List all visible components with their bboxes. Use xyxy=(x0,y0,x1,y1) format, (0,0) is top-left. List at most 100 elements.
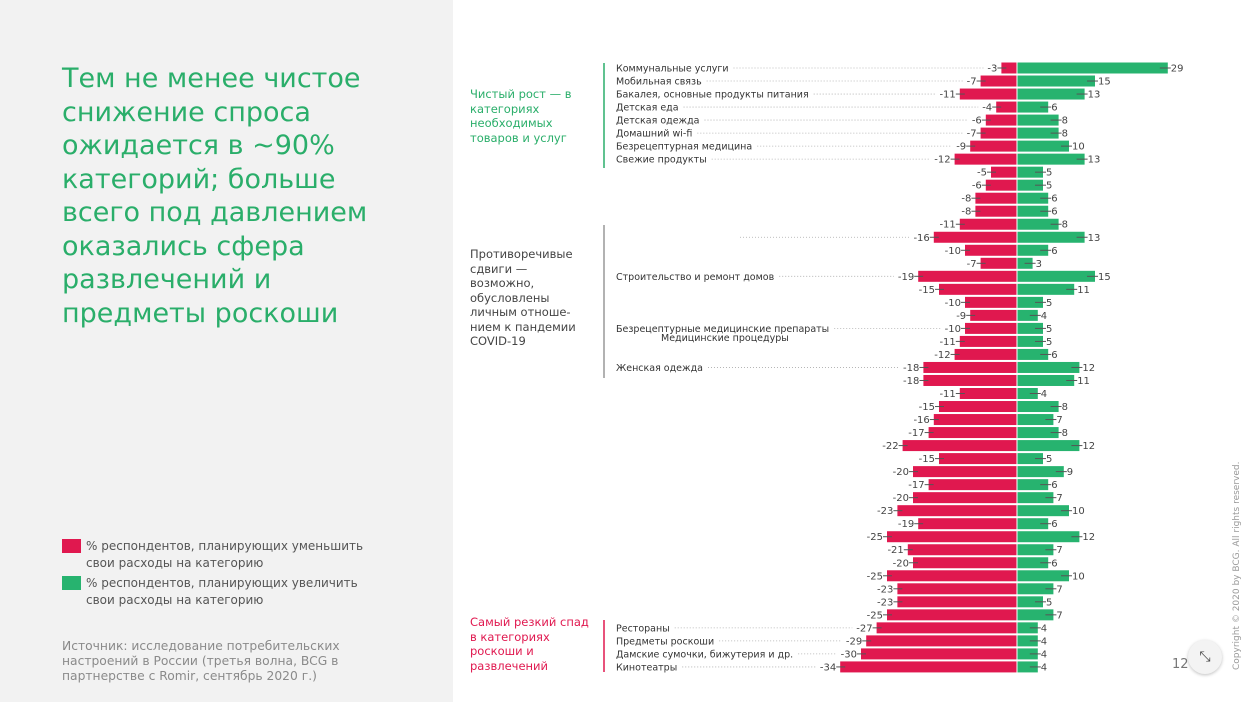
legend-item-increase: % респондентов, планирующих увеличить св… xyxy=(62,575,386,609)
data-label-increase: 4 xyxy=(1041,662,1047,673)
data-label-increase: 5 xyxy=(1046,597,1052,608)
category-label: Безрецептурная медицина xyxy=(616,142,752,153)
data-label-decrease: -7 xyxy=(967,129,977,140)
bar-decrease xyxy=(980,257,1017,269)
data-label-decrease: -19 xyxy=(898,272,914,283)
data-label-decrease: -20 xyxy=(893,493,909,504)
data-label-decrease: -6 xyxy=(972,181,982,192)
data-label-decrease: -7 xyxy=(967,77,977,88)
bar-increase xyxy=(1017,505,1069,517)
bar-decrease xyxy=(840,661,1017,673)
bar-decrease xyxy=(939,453,1017,465)
data-label-increase: 5 xyxy=(1046,454,1052,465)
data-label-decrease: -23 xyxy=(877,597,893,608)
data-label-decrease: -8 xyxy=(961,194,971,205)
bar-decrease xyxy=(913,557,1017,569)
legend-label: % респондентов, планирующих уменьшить св… xyxy=(86,539,364,570)
bar-increase xyxy=(1017,583,1054,595)
bar-increase xyxy=(1017,179,1043,191)
data-label-increase: 6 xyxy=(1051,194,1057,205)
category-label: Коммунальные услуги xyxy=(616,64,729,75)
data-label-increase: 8 xyxy=(1062,116,1068,127)
bar-decrease xyxy=(975,205,1017,217)
data-label-increase: 7 xyxy=(1056,493,1062,504)
category-label: Мобильная связь xyxy=(616,77,702,88)
bar-decrease xyxy=(954,153,1017,165)
data-label-increase: 13 xyxy=(1088,233,1101,244)
category-label: Бакалея, основные продукты питания xyxy=(616,90,809,101)
bar-increase xyxy=(1017,661,1038,673)
category-label: Безрецептурные медицинские препараты xyxy=(616,324,829,335)
data-label-decrease: -10 xyxy=(945,298,961,309)
collapse-arrows-icon[interactable]: ⤡ xyxy=(1188,640,1222,674)
bar-decrease xyxy=(970,140,1017,152)
data-label-increase: 10 xyxy=(1072,506,1085,517)
data-label-increase: 12 xyxy=(1082,441,1095,452)
bar-decrease xyxy=(897,505,1017,517)
bar-decrease xyxy=(923,361,1017,373)
data-label-increase: 15 xyxy=(1098,272,1111,283)
bar-decrease xyxy=(985,179,1017,191)
data-label-decrease: -20 xyxy=(893,558,909,569)
category-label: Дамские сумочки, бижутерия и др. xyxy=(616,649,793,660)
data-label-decrease: -19 xyxy=(898,519,914,530)
data-label-decrease: -15 xyxy=(919,402,935,413)
bar-decrease xyxy=(980,75,1017,87)
bar-decrease xyxy=(918,270,1017,282)
bar-decrease xyxy=(866,635,1017,647)
data-label-increase: 4 xyxy=(1041,389,1047,400)
bar-increase xyxy=(1017,62,1168,74)
bar-increase xyxy=(1017,557,1049,569)
bar-decrease xyxy=(959,88,1017,100)
group-label-growth: Чистый рост — в категориях необходимых т… xyxy=(470,87,572,145)
data-label-increase: 11 xyxy=(1077,376,1090,387)
category-label: Предметы роскоши xyxy=(616,636,714,647)
data-label-decrease: -3 xyxy=(987,64,997,75)
category-label: Кинотеатры xyxy=(616,662,677,673)
bar-increase xyxy=(1017,635,1038,647)
bar-decrease xyxy=(928,427,1017,439)
data-label-increase: 6 xyxy=(1051,246,1057,257)
bar-increase xyxy=(1017,322,1043,334)
data-label-increase: 5 xyxy=(1046,168,1052,179)
data-label-decrease: -9 xyxy=(956,142,966,153)
data-label-decrease: -11 xyxy=(939,337,955,348)
data-label-increase: 13 xyxy=(1088,155,1101,166)
legend-label: % респондентов, планирующих увеличить св… xyxy=(86,576,358,607)
data-label-increase: 10 xyxy=(1072,142,1085,153)
bar-increase xyxy=(1017,361,1080,373)
data-label-decrease: -34 xyxy=(820,662,836,673)
data-label-increase: 6 xyxy=(1051,519,1057,530)
group-label-mixed: Противоречивые сдвиги — возможно, обусло… xyxy=(470,247,576,348)
data-label-decrease: -20 xyxy=(893,467,909,478)
bar-increase xyxy=(1017,153,1085,165)
category-label: Женская одежда xyxy=(616,363,703,374)
category-label: Строительство и ремонт домов xyxy=(616,272,775,283)
data-label-increase: 4 xyxy=(1041,649,1047,660)
data-label-decrease: -29 xyxy=(846,636,862,647)
data-label-decrease: -23 xyxy=(877,584,893,595)
data-label-decrease: -17 xyxy=(908,428,924,439)
legend-swatch-red xyxy=(62,539,81,553)
category-label: Медицинские процедуры xyxy=(661,333,789,344)
bar-increase xyxy=(1017,596,1043,608)
bar-decrease xyxy=(913,466,1017,478)
data-label-increase: 4 xyxy=(1041,623,1047,634)
bar-increase xyxy=(1017,127,1059,139)
bar-increase xyxy=(1017,270,1095,282)
data-label-decrease: -8 xyxy=(961,207,971,218)
data-label-increase: 11 xyxy=(1077,285,1090,296)
data-label-increase: 4 xyxy=(1041,311,1047,322)
bar-increase xyxy=(1017,453,1043,465)
data-label-increase: 12 xyxy=(1082,363,1095,374)
data-label-increase: 12 xyxy=(1082,532,1095,543)
bar-increase xyxy=(1017,440,1080,452)
data-label-increase: 29 xyxy=(1171,64,1184,75)
bar-decrease xyxy=(933,414,1017,426)
bar-decrease xyxy=(954,348,1017,360)
bar-increase xyxy=(1017,335,1043,347)
legend-item-decrease: % респондентов, планирующих уменьшить св… xyxy=(62,538,386,572)
data-label-decrease: -9 xyxy=(956,311,966,322)
bar-decrease xyxy=(996,101,1017,113)
